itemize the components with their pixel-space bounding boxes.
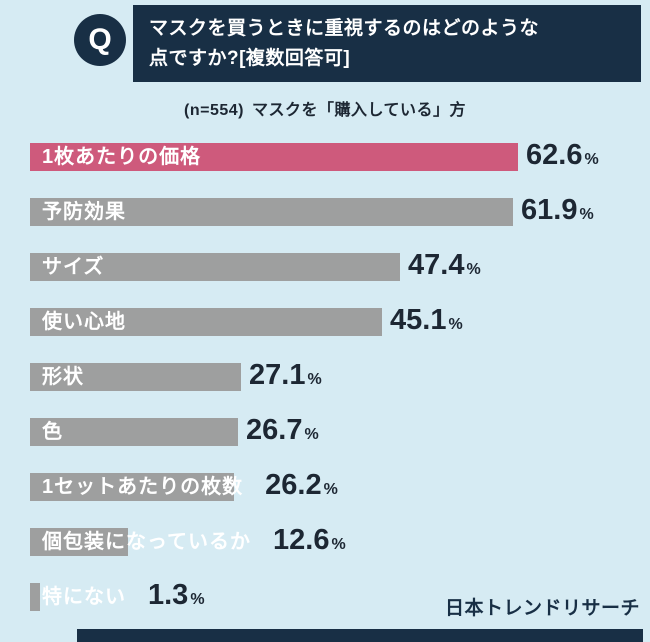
bar-label: 予防効果 <box>42 201 126 223</box>
chart-title-box: マスクを買うときに重視するのはどのような 点ですか?[複数回答可] <box>133 5 641 82</box>
bar-fill <box>30 198 513 226</box>
bar-value-number: 26.7 <box>246 413 303 446</box>
bar-fill <box>30 143 518 171</box>
bar-row: 特にない 1.3% <box>30 578 650 614</box>
chart-subtitle: (n=554) マスクを「購入している」方 <box>0 96 650 120</box>
bar-value: 45.1% <box>390 303 463 339</box>
bar-row: サイズ 47.4% <box>30 248 650 284</box>
source-credit: 日本トレンドリサーチ <box>444 598 640 619</box>
bar: 形状 <box>30 363 241 391</box>
bar-fill <box>30 528 128 556</box>
bar-row: 形状 27.1% <box>30 358 650 394</box>
bar-value: 61.9% <box>521 193 594 229</box>
bar: 1枚あたりの価格 <box>30 143 518 171</box>
bar-row: 予防効果 61.9% <box>30 193 650 229</box>
footer-bar <box>77 629 643 642</box>
question-badge: Q <box>74 14 126 66</box>
bar-label: 個包装になっているか <box>42 531 251 553</box>
subtitle-text: マスクを「購入している」方 <box>251 102 466 119</box>
bar-value-number: 45.1 <box>390 303 447 336</box>
bar: 特にない <box>30 583 140 611</box>
bar-fill <box>30 418 238 446</box>
chart-title-line-1: マスクを買うときに重視するのはどのような <box>149 18 540 40</box>
bar-value-unit: % <box>307 370 322 388</box>
bar: サイズ <box>30 253 400 281</box>
bar-value-unit: % <box>584 150 599 168</box>
bar-row: 1枚あたりの価格 62.6% <box>30 138 650 174</box>
bar: 個包装になっているか <box>30 528 265 556</box>
bar-label: 色 <box>42 421 63 443</box>
bar-value-number: 27.1 <box>249 358 306 391</box>
bar-value-unit: % <box>190 590 205 608</box>
bar-value: 26.2% <box>265 468 338 504</box>
bar-row: 色 26.7% <box>30 413 650 449</box>
bar-value-number: 61.9 <box>521 193 578 226</box>
bar: 色 <box>30 418 238 446</box>
bar: 予防効果 <box>30 198 513 226</box>
bar-value-unit: % <box>579 205 594 223</box>
bar-label: 1枚あたりの価格 <box>42 146 202 168</box>
bar-value: 26.7% <box>246 413 319 449</box>
bar-fill <box>30 583 40 611</box>
bar-value-unit: % <box>466 260 481 278</box>
bar: 使い心地 <box>30 308 382 336</box>
bar-value-unit: % <box>331 535 346 553</box>
bar-value-number: 47.4 <box>408 248 465 281</box>
bar-value-number: 62.6 <box>526 138 583 171</box>
bar-value-number: 12.6 <box>273 523 330 556</box>
bar-value: 12.6% <box>273 523 346 559</box>
bar-label: 1セットあたりの枚数 <box>42 476 244 498</box>
bar-fill <box>30 308 382 336</box>
bar-value: 1.3% <box>148 578 205 614</box>
sample-size: (n=554) <box>184 102 244 119</box>
bar-value: 27.1% <box>249 358 322 394</box>
bar-chart: 1枚あたりの価格 62.6% 予防効果 61.9% サイズ 47.4% 使い心地… <box>30 138 650 638</box>
bar-label: 形状 <box>42 366 84 388</box>
bar-fill <box>30 473 234 501</box>
chart-title-line-2: 点ですか?[複数回答可] <box>149 47 351 69</box>
bar-value-number: 1.3 <box>148 578 189 611</box>
bar-label: サイズ <box>42 256 105 278</box>
bar-value: 47.4% <box>408 248 481 284</box>
bar-value-unit: % <box>304 425 319 443</box>
bar-row: 1セットあたりの枚数 26.2% <box>30 468 650 504</box>
bar-label: 特にない <box>42 586 126 608</box>
bar-value-number: 26.2 <box>265 468 322 501</box>
bar-fill <box>30 253 400 281</box>
bar-value-unit: % <box>323 480 338 498</box>
bar-fill <box>30 363 241 391</box>
bar-label: 使い心地 <box>42 311 126 333</box>
bar-value: 62.6% <box>526 138 599 174</box>
bar: 1セットあたりの枚数 <box>30 473 257 501</box>
question-badge-letter: Q <box>88 23 112 56</box>
bar-row: 使い心地 45.1% <box>30 303 650 339</box>
bar-row: 個包装になっているか 12.6% <box>30 523 650 559</box>
bar-value-unit: % <box>448 315 463 333</box>
